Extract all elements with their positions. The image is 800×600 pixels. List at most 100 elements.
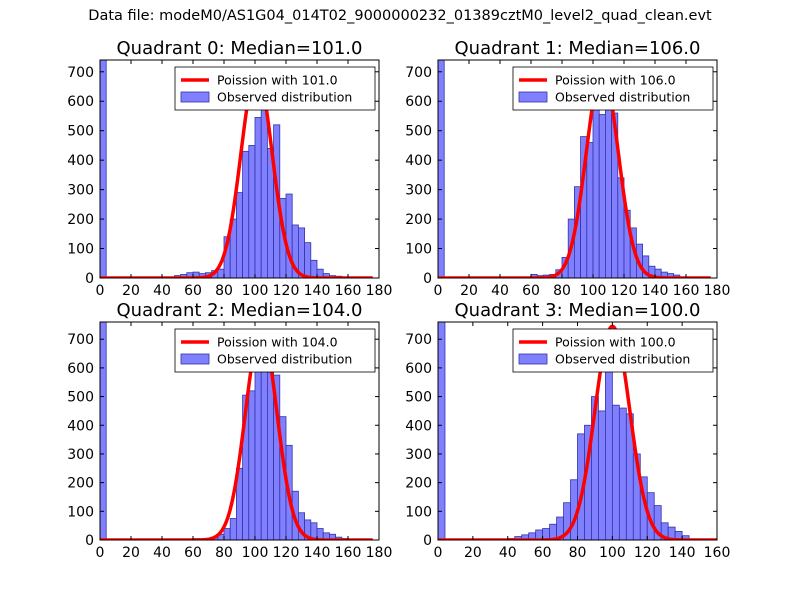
x-tick-label: 80 [553,283,571,299]
x-tick-label: 60 [184,283,202,299]
figure-suptitle: Data file: modeM0/AS1G04_014T02_90000002… [88,8,712,24]
y-tick-label: 700 [67,332,94,348]
histogram-bar [229,518,237,540]
histogram-bar [611,404,620,540]
histogram-bar [223,528,231,540]
x-tick-label: 100 [242,545,269,561]
x-tick-label: 160 [335,283,362,299]
x-tick-label: 40 [491,283,509,299]
x-tick-label: 80 [569,545,587,561]
y-tick-label: 100 [405,504,432,520]
histogram-bar [586,142,594,278]
histogram-bar [605,89,613,278]
y-tick-label: 600 [67,361,94,377]
x-tick-label: 160 [673,283,700,299]
panel-1: 0 20 40 60 80 100 120 140 160 1800100200300400500… [405,38,730,299]
x-tick-label: 140 [669,545,696,561]
histogram-bar [266,371,274,540]
panel-title: Quadrant 3: Median=100.0 [455,300,701,321]
x-tick-label: 60 [534,545,552,561]
y-tick-label: 700 [405,332,432,348]
x-tick-label: 20 [460,283,478,299]
histogram-bar [598,114,606,278]
x-tick-label: 180 [366,545,393,561]
histogram-bar [438,322,446,540]
legend-box [512,328,714,373]
y-tick-label: 200 [405,212,432,228]
y-tick-label: 200 [67,476,94,492]
panel-0: 0 20 40 60 80 100 120 140 160 1800100200300400500… [67,38,392,299]
x-tick-label: 140 [304,545,331,561]
legend-entry-poisson: Poission with 104.0 [217,335,338,350]
y-tick-label: 400 [67,153,94,169]
y-tick-label: 600 [405,361,432,377]
x-tick-label: 0 [434,545,443,561]
histogram-bar [254,117,262,278]
x-tick-label: 140 [304,283,331,299]
legend-box [174,328,376,373]
histogram-bar [248,390,256,540]
y-tick-label: 700 [405,65,432,81]
y-tick-label: 400 [405,153,432,169]
legend-entry-poisson: Poission with 106.0 [555,73,676,88]
panel-3: 0 20 40 60 80 100 120 140 160 0 100 200 300 400 500 600… [405,300,730,561]
y-tick-label: 400 [67,418,94,434]
legend-entry-poisson: Poission with 100.0 [555,335,676,350]
x-tick-label: 180 [366,283,393,299]
x-tick-label: 80 [215,283,233,299]
y-tick-label: 0 [423,533,432,549]
y-tick-label: 500 [405,390,432,406]
histogram-bar [618,407,627,540]
x-tick-label: 100 [599,545,626,561]
legend-bar-swatch [180,91,210,103]
x-tick-label: 120 [273,545,300,561]
histogram-bar [248,145,256,278]
panel-title: Quadrant 2: Median=104.0 [117,300,363,321]
x-tick-label: 80 [215,545,233,561]
x-tick-label: 0 [96,283,105,299]
y-tick-label: 500 [405,124,432,140]
x-tick-label: 60 [184,545,202,561]
histogram-bar [598,410,606,540]
y-tick-label: 300 [67,183,94,199]
x-tick-label: 100 [242,283,269,299]
histogram-bar [304,242,312,278]
x-tick-label: 100 [580,283,607,299]
x-tick-label: 40 [499,545,517,561]
y-tick-label: 500 [67,390,94,406]
y-tick-label: 600 [67,94,94,110]
x-tick-label: 20 [122,545,140,561]
legend-entry-observed: Observed distribution [555,352,690,367]
y-tick-label: 300 [405,183,432,199]
legend-entry-observed: Observed distribution [555,90,690,105]
panel-title: Quadrant 0: Median=101.0 [117,38,363,59]
poisson-curve [438,324,717,540]
panel-2: 0 20 40 60 80 100 120 140 160 1800100200300400500… [67,300,392,561]
x-tick-label: 120 [611,283,638,299]
axes-frame [99,59,380,279]
y-tick-label: 100 [67,242,94,258]
x-tick-label: 20 [464,545,482,561]
y-tick-label: 300 [67,447,94,463]
histogram-bar [285,193,293,278]
y-tick-label: 100 [405,242,432,258]
x-tick-label: 120 [634,545,661,561]
legend-box [174,66,376,111]
histogram-bar [217,268,225,278]
legend-entry-observed: Observed distribution [217,90,352,105]
x-tick-label: 0 [96,545,105,561]
y-tick-label: 0 [85,533,94,549]
histogram-bar [310,259,318,278]
x-tick-label: 40 [153,545,171,561]
y-tick-label: 300 [405,447,432,463]
y-tick-label: 0 [85,271,94,287]
histogram-bar [260,97,268,278]
legend-entry-observed: Observed distribution [217,352,352,367]
y-tick-label: 0 [423,271,432,287]
axes-frame [437,59,718,279]
y-tick-label: 700 [67,65,94,81]
histogram-bar [297,227,305,278]
histogram-bar [235,192,243,278]
x-tick-label: 0 [434,283,443,299]
